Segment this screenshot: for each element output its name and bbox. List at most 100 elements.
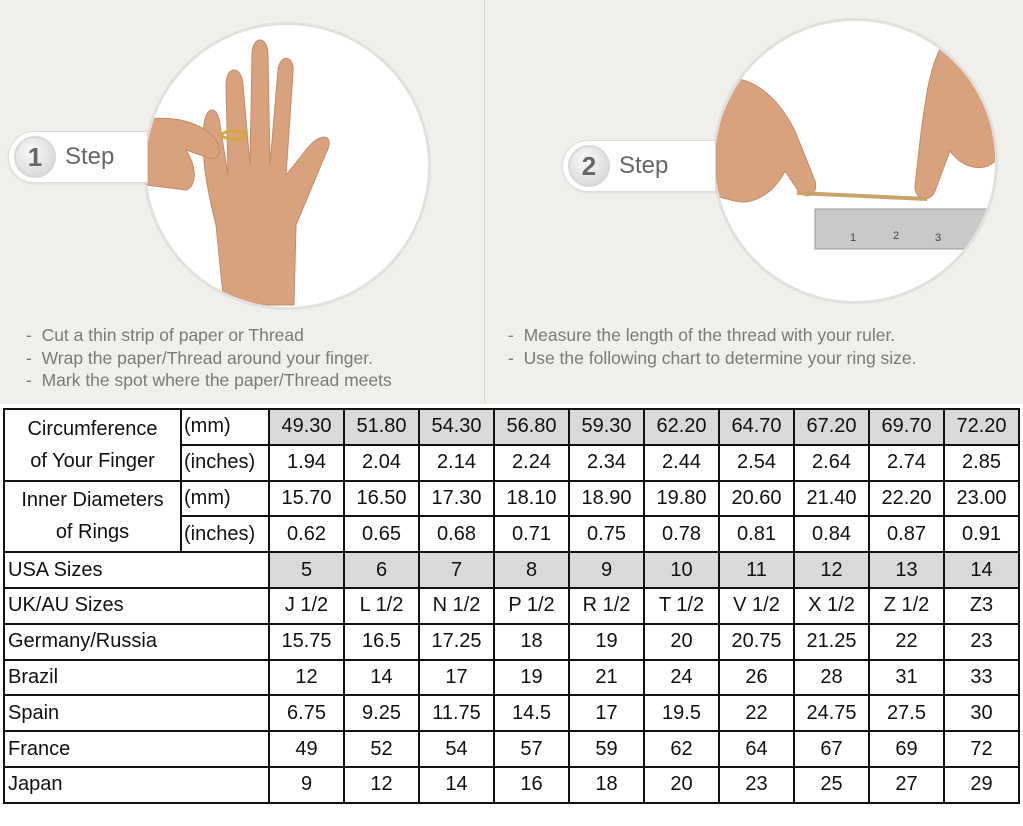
table-row: UK/AU Sizes J 1/2 L 1/2 N 1/2 P 1/2 R 1/2 T 1/…: [3, 586, 1020, 625]
table-cell: 30: [943, 694, 1020, 733]
table-cell: 2.34: [568, 443, 645, 482]
table-cell: 72: [943, 730, 1020, 768]
thread-and-ruler-icon: 1 2 3: [712, 18, 998, 304]
row-label: Spain: [3, 694, 270, 733]
table-cell: 10: [643, 551, 720, 589]
table-cell: 54.30: [418, 408, 495, 446]
table-cell: 22.20: [868, 479, 945, 518]
instructions-panel: 1 Step Cut a thin strip of paper or Thre…: [0, 0, 1023, 404]
diameter-inches-row: (inches) 0.62 0.65 0.68 0.71 0.75 0.78 0.81 0.84…: [4, 515, 1020, 554]
label-line: of Your Finger: [30, 449, 155, 472]
table-cell: Z 1/2: [868, 586, 945, 625]
table-cell: 54: [418, 730, 495, 768]
table-cell: 23: [718, 765, 795, 804]
row-label: Brazil: [3, 658, 270, 697]
step-2-instructions: Measure the length of the thread with yo…: [508, 324, 917, 369]
table-cell: 14: [943, 551, 1020, 589]
table-cell: 52: [343, 730, 420, 768]
table-cell: 0.87: [868, 515, 945, 554]
table-row: France 49 52 54 57 59 62 64 67 69 72: [3, 730, 1020, 768]
table-cell: 0.71: [493, 515, 570, 554]
table-cell: 56.80: [493, 408, 570, 446]
table-cell: 59.30: [568, 408, 645, 446]
table-cell: 18: [493, 622, 570, 661]
table-cell: 69: [868, 730, 945, 768]
circumference-label: Circumference of Your Finger: [3, 408, 182, 482]
table-cell: 62: [643, 730, 720, 768]
instruction-item: Measure the length of the thread with yo…: [508, 324, 917, 347]
table-cell: 19: [568, 622, 645, 661]
table-cell: 19.80: [643, 479, 720, 518]
ring-size-table: Circumference of Your Finger (mm) 49.30 51.8…: [3, 408, 1020, 804]
table-cell: 23.00: [943, 479, 1020, 518]
instruction-item: Cut a thin strip of paper or Thread: [26, 324, 392, 347]
table-cell: 19.5: [643, 694, 720, 733]
table-cell: 2.85: [943, 443, 1020, 482]
instruction-item: Use the following chart to determine you…: [508, 347, 917, 370]
table-cell: 9.25: [343, 694, 420, 733]
table-cell: 16: [493, 765, 570, 804]
table-cell: 28: [793, 658, 870, 697]
table-cell: P 1/2: [493, 586, 570, 625]
row-label: France: [3, 730, 270, 768]
svg-text:1: 1: [850, 232, 856, 244]
table-cell: 18: [568, 765, 645, 804]
diameter-mm-row: Inner Diameters of Rings (mm) 15.70 16.50 17.…: [3, 479, 1020, 554]
table-cell: 13: [868, 551, 945, 589]
table-cell: 23: [943, 622, 1020, 661]
instruction-item: Mark the spot where the paper/Thread mee…: [26, 369, 392, 392]
table-cell: 20.75: [718, 622, 795, 661]
table-cell: 29: [943, 765, 1020, 804]
table-cell: 51.80: [343, 408, 420, 446]
table-cell: N 1/2: [418, 586, 495, 625]
table-row: Brazil 12 14 17 19 21 24 26 28 31 33: [3, 658, 1020, 697]
table-cell: 9: [568, 551, 645, 589]
table-cell: 27: [868, 765, 945, 804]
table-cell: 15.75: [268, 622, 345, 661]
table-cell: 0.91: [943, 515, 1020, 554]
step-1-instructions: Cut a thin strip of paper or Thread Wrap…: [26, 324, 392, 392]
table-cell: 22: [868, 622, 945, 661]
table-cell: 16.5: [343, 622, 420, 661]
row-label: Japan: [3, 765, 270, 804]
table-cell: 0.75: [568, 515, 645, 554]
table-cell: 18.90: [568, 479, 645, 518]
table-cell: L 1/2: [343, 586, 420, 625]
table-cell: 24: [643, 658, 720, 697]
table-cell: 6: [343, 551, 420, 589]
table-cell: 64: [718, 730, 795, 768]
table-row: USA Sizes 5 6 7 8 9 10 11 12 13 14: [3, 551, 1020, 589]
table-cell: 17: [568, 694, 645, 733]
table-cell: 0.81: [718, 515, 795, 554]
table-cell: 24.75: [793, 694, 870, 733]
table-cell: 2.74: [868, 443, 945, 482]
table-cell: 21.25: [793, 622, 870, 661]
svg-text:2: 2: [893, 230, 899, 242]
unit-label: (inches): [180, 515, 270, 554]
table-cell: 59: [568, 730, 645, 768]
table-cell: 0.68: [418, 515, 495, 554]
table-cell: 0.62: [268, 515, 345, 554]
table-cell: 2.14: [418, 443, 495, 482]
table-cell: 57: [493, 730, 570, 768]
svg-text:3: 3: [935, 232, 941, 244]
label-line: Inner Diameters: [21, 489, 164, 512]
table-cell: 1.94: [268, 443, 345, 482]
table-cell: Z3: [943, 586, 1020, 625]
table-cell: 0.78: [643, 515, 720, 554]
hand-with-ring-icon: [143, 22, 431, 310]
step-label: Step: [65, 143, 115, 170]
step-2-badge: 2 Step: [562, 140, 716, 192]
table-cell: 5: [268, 551, 345, 589]
table-cell: J 1/2: [268, 586, 345, 625]
table-cell: 18.10: [493, 479, 570, 518]
table-cell: 14: [343, 658, 420, 697]
table-cell: 64.70: [718, 408, 795, 446]
table-cell: 17.25: [418, 622, 495, 661]
unit-label: (mm): [180, 479, 270, 518]
table-cell: 15.70: [268, 479, 345, 518]
table-cell: 12: [793, 551, 870, 589]
table-cell: 7: [418, 551, 495, 589]
table-cell: 62.20: [643, 408, 720, 446]
table-cell: 2.54: [718, 443, 795, 482]
